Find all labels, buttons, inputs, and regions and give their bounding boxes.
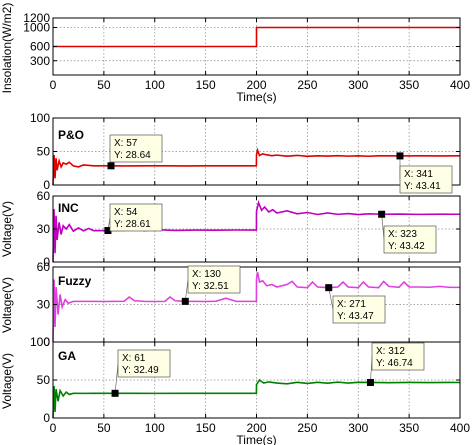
datatip-x-text: X: 271 xyxy=(337,299,366,310)
y-axis-label: Voltage(V) xyxy=(0,201,14,257)
datatip-box[interactable] xyxy=(371,342,425,371)
datatip-y-text: Y: 43.42 xyxy=(388,241,425,252)
x-tick-label: 50 xyxy=(97,78,111,92)
datatip-marker[interactable] xyxy=(181,297,189,305)
datatip-y-text: Y: 28.64 xyxy=(114,150,151,161)
datatip-marker[interactable] xyxy=(396,152,404,160)
x-tick-label: 350 xyxy=(399,421,419,435)
y-tick-label: 0 xyxy=(43,178,50,192)
datatip-box[interactable] xyxy=(332,295,386,324)
y-tick-label: 60 xyxy=(37,260,51,274)
datatip-x-text: X: 312 xyxy=(376,346,405,357)
datatip-y-text: Y: 32.49 xyxy=(122,365,159,376)
x-axis-label: Time(s) xyxy=(236,90,276,104)
series-line xyxy=(52,271,460,343)
x-tick-label: 150 xyxy=(196,421,216,435)
x-tick-label: 200 xyxy=(246,421,266,435)
x-axis-label: Time(s) xyxy=(236,433,276,445)
y-axis-label: Insolation(W/m2) xyxy=(0,3,14,94)
datatip-leader xyxy=(114,363,119,394)
datatip-x-text: X: 61 xyxy=(122,353,146,364)
series-line xyxy=(52,378,461,419)
datatip-x-text: X: 130 xyxy=(192,269,221,280)
y-tick-label: 0 xyxy=(43,411,50,425)
x-tick-label: 0 xyxy=(50,421,57,435)
x-tick-label: 400 xyxy=(450,421,470,435)
datatip-box[interactable] xyxy=(399,165,453,194)
panel-label: GA xyxy=(58,349,76,363)
y-tick-label: 60 xyxy=(37,189,51,203)
x-tick-label: 350 xyxy=(399,78,419,92)
y-axis-label: Voltage(V) xyxy=(0,277,14,333)
y-tick-label: 300 xyxy=(30,54,50,68)
panel-label: P&O xyxy=(58,128,84,142)
datatip-box[interactable] xyxy=(109,203,163,232)
datatip-y-text: Y: 32.51 xyxy=(192,281,229,292)
panel-label: INC xyxy=(58,201,79,215)
y-tick-label: 100 xyxy=(30,111,50,125)
y-tick-label: 50 xyxy=(37,373,51,387)
x-tick-label: 400 xyxy=(450,78,470,92)
datatip-marker[interactable] xyxy=(378,210,386,218)
datatip-marker[interactable] xyxy=(325,284,333,292)
y-axis-label: Voltage(V) xyxy=(0,353,14,409)
datatip-box[interactable] xyxy=(187,265,241,294)
datatip-marker[interactable] xyxy=(111,389,119,397)
y-tick-label: 1200 xyxy=(23,11,50,25)
series-line xyxy=(52,199,461,263)
panel-inc: 0 30 60 Voltage(V) INC X: 54Y: 28.61 X: 323Y: … xyxy=(0,189,461,269)
y-tick-label: 100 xyxy=(30,335,50,349)
y-tick-label: 0 xyxy=(43,255,50,269)
series-line xyxy=(53,26,460,48)
y-tick-label: 1000 xyxy=(23,21,50,35)
datatip-marker[interactable] xyxy=(107,162,115,170)
y-tick-label: 0 xyxy=(43,335,50,349)
x-tick-label: 150 xyxy=(196,78,216,92)
datatip-x-text: X: 54 xyxy=(114,207,138,218)
datatip-y-text: Y: 43.41 xyxy=(404,181,441,192)
datatip-y-text: Y: 46.74 xyxy=(376,358,413,369)
series-line xyxy=(52,147,461,186)
datatip-leader xyxy=(381,214,385,240)
datatip-x-text: X: 341 xyxy=(404,169,433,180)
x-tick-label: 250 xyxy=(297,421,317,435)
x-tick-label: 250 xyxy=(297,78,317,92)
datatip-marker[interactable] xyxy=(104,227,112,235)
y-tick-label: 30 xyxy=(37,298,51,312)
panel-label: Fuzzy xyxy=(58,274,92,288)
datatip-leader xyxy=(328,287,334,310)
datatip-box[interactable] xyxy=(109,134,163,163)
datatip-y-text: Y: 43.47 xyxy=(337,311,374,322)
x-tick-label: 50 xyxy=(97,421,111,435)
x-tick-label: 0 xyxy=(50,78,57,92)
y-tick-label: 600 xyxy=(30,40,50,54)
datatip-y-text: Y: 28.61 xyxy=(114,219,151,230)
x-tick-label: 100 xyxy=(145,421,165,435)
datatip-x-text: X: 57 xyxy=(114,138,138,149)
datatip-x-text: X: 323 xyxy=(388,229,417,240)
x-tick-label: 300 xyxy=(348,421,368,435)
x-tick-label: 100 xyxy=(145,78,165,92)
y-tick-label: 50 xyxy=(37,145,51,159)
datatip-leader xyxy=(184,279,189,302)
datatip-marker[interactable] xyxy=(366,378,374,386)
datatip-box[interactable] xyxy=(383,225,437,254)
x-tick-label: 200 xyxy=(246,78,266,92)
datatip-box[interactable] xyxy=(117,349,171,378)
y-tick-label: 30 xyxy=(37,222,51,236)
x-tick-label: 300 xyxy=(348,78,368,92)
